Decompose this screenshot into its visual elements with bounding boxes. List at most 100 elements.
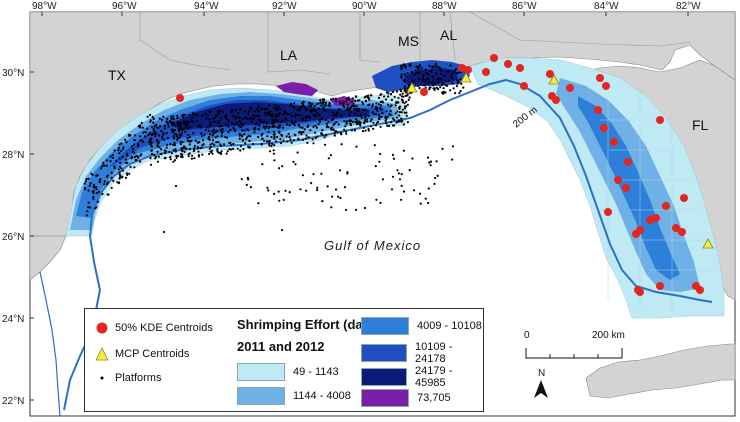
platform-marker — [171, 128, 173, 130]
platform-marker — [182, 114, 184, 116]
platform-marker — [395, 102, 397, 104]
platform-marker — [312, 142, 314, 144]
platform-marker — [208, 130, 210, 132]
platform-marker — [401, 173, 403, 175]
platform-marker — [453, 87, 455, 89]
platform-marker — [137, 145, 139, 147]
platform-marker — [434, 177, 436, 179]
legend-swatch — [237, 363, 285, 381]
platform-marker — [221, 128, 223, 130]
platform-marker — [158, 134, 160, 136]
platform-marker — [396, 169, 398, 171]
platform-marker — [398, 172, 400, 174]
platform-marker — [174, 129, 176, 131]
platform-marker — [279, 138, 281, 140]
platform-marker — [88, 178, 90, 180]
platform-marker — [111, 177, 113, 179]
platform-marker — [197, 141, 199, 143]
platform-marker — [414, 69, 416, 71]
platform-marker — [273, 193, 275, 195]
platform-marker — [215, 136, 217, 138]
platform-marker — [252, 117, 254, 119]
platform-marker — [240, 126, 242, 128]
platform-marker — [210, 146, 212, 148]
platform-marker — [304, 128, 306, 130]
platform-marker — [239, 133, 241, 135]
platform-marker — [118, 152, 120, 154]
platform-marker — [155, 124, 157, 126]
platform-marker — [372, 122, 374, 124]
platform-marker — [258, 124, 260, 126]
platform-marker — [427, 77, 429, 79]
platform-marker — [182, 116, 184, 118]
platform-marker — [183, 123, 185, 125]
platform-marker — [330, 127, 332, 129]
platform-marker — [247, 129, 249, 131]
platform-marker — [418, 78, 420, 80]
platform-marker — [178, 128, 180, 130]
platform-marker — [390, 93, 392, 95]
platform-marker — [248, 140, 250, 142]
platform-marker — [380, 109, 382, 111]
platform-marker — [282, 140, 284, 142]
platform-marker — [212, 134, 214, 136]
platform-marker — [306, 142, 308, 144]
platform-marker — [153, 128, 155, 130]
platform-marker — [426, 72, 428, 74]
platform-marker — [432, 84, 434, 86]
platform-marker — [95, 188, 97, 190]
platform-marker — [228, 120, 230, 122]
platform-marker — [428, 187, 430, 189]
platform-marker — [132, 148, 134, 150]
platform-marker — [280, 142, 282, 144]
platform-marker — [167, 137, 169, 139]
platform-marker — [301, 102, 303, 104]
platform-marker — [302, 131, 304, 133]
platform-marker — [220, 117, 222, 119]
platform-marker — [163, 231, 165, 233]
platform-marker — [188, 140, 190, 142]
platform-marker — [378, 118, 380, 120]
platform-marker — [194, 145, 196, 147]
platform-marker — [417, 85, 419, 87]
platform-marker — [106, 165, 108, 167]
platform-marker — [397, 97, 399, 99]
platform-marker — [361, 101, 363, 103]
platform-marker — [343, 120, 345, 122]
legend-swatch — [237, 387, 285, 405]
platform-marker — [102, 162, 104, 164]
platform-marker — [449, 89, 451, 91]
platform-marker — [439, 86, 441, 88]
platform-marker — [442, 83, 444, 85]
platform-marker — [200, 132, 202, 134]
platform-marker — [171, 131, 173, 133]
platform-marker — [427, 202, 429, 204]
platform-marker — [119, 143, 121, 145]
platform-marker — [325, 104, 327, 106]
platform-marker — [235, 109, 237, 111]
platform-marker — [236, 122, 238, 124]
platform-marker — [139, 155, 141, 157]
platform-marker — [150, 164, 152, 166]
platform-marker — [394, 96, 396, 98]
platform-marker — [393, 119, 395, 121]
platform-marker — [419, 64, 421, 66]
platform-marker — [231, 122, 233, 124]
platform-marker — [277, 119, 279, 121]
platform-marker — [238, 116, 240, 118]
platform-marker — [318, 123, 320, 125]
lat-tick: 24°N — [2, 314, 24, 325]
platform-marker — [400, 65, 402, 67]
platform-marker — [232, 143, 234, 145]
platform-marker — [192, 132, 194, 134]
platform-marker — [106, 159, 108, 161]
platform-marker — [298, 124, 300, 126]
platform-marker — [253, 131, 255, 133]
platform-marker — [348, 97, 350, 99]
platform-marker — [139, 161, 141, 163]
platform-marker — [172, 122, 174, 124]
kde-centroid-marker — [614, 176, 622, 184]
platform-marker — [346, 98, 348, 100]
platform-marker — [300, 133, 302, 135]
platform-marker — [346, 172, 348, 174]
